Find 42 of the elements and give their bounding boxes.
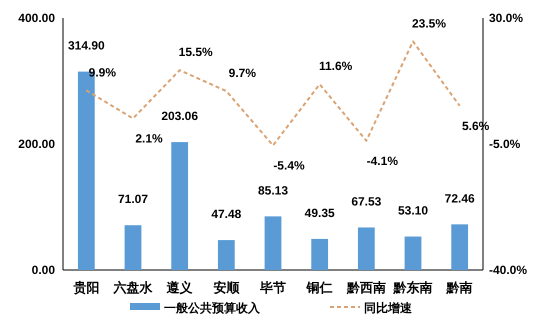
y2-tick-label: -40.0% (489, 263, 528, 277)
bar (311, 238, 328, 270)
data-label: 49.35 (304, 206, 336, 220)
data-label: 203.06 (161, 109, 198, 124)
data-label: 67.53 (351, 194, 382, 208)
data-label: 314.90 (68, 38, 106, 53)
x-tick-label: 贵阳 (72, 280, 100, 295)
bar (171, 142, 188, 270)
data-label: 15.5% (178, 45, 214, 60)
legend-label: 一般公共预算收入 (164, 301, 261, 315)
bar (451, 224, 468, 270)
data-label: 23.5% (412, 16, 446, 30)
y-tick-label: 400.00 (18, 11, 56, 25)
data-label: 53.10 (398, 204, 428, 218)
data-label: 47.48 (211, 207, 242, 222)
x-tick-label: 黔西南 (346, 280, 386, 295)
data-label: 2.1% (135, 131, 163, 146)
data-label: -5.4% (273, 158, 305, 172)
x-tick-label: 毕节 (259, 280, 286, 295)
x-tick-label: 安顺 (213, 280, 240, 295)
data-label: -4.1% (366, 154, 398, 168)
data-label: 71.07 (118, 192, 148, 206)
x-tick-label: 铜仁 (306, 280, 333, 295)
y-tick-label: 0.00 (32, 263, 56, 277)
bar (218, 240, 235, 270)
data-label: 11.6% (318, 59, 353, 74)
bar (404, 236, 422, 270)
data-label: 9.7% (228, 66, 256, 80)
x-tick-label: 遵义 (166, 280, 194, 295)
legend-label: 同比增速 (364, 301, 413, 315)
x-tick-label: 黔东南 (392, 280, 432, 295)
bar (124, 225, 142, 270)
bar (358, 227, 375, 270)
y-tick-label: 200.00 (18, 137, 56, 151)
data-label: 85.13 (258, 183, 288, 198)
y2-tick-label: 30.0% (489, 11, 524, 25)
y2-tick-label: -5.0% (489, 137, 521, 151)
x-tick-label: 黔南 (446, 280, 473, 295)
x-tick-label: 六盘水 (112, 280, 154, 295)
data-label: 72.46 (444, 191, 476, 206)
bar (264, 216, 282, 270)
data-label: 9.9% (88, 65, 116, 80)
